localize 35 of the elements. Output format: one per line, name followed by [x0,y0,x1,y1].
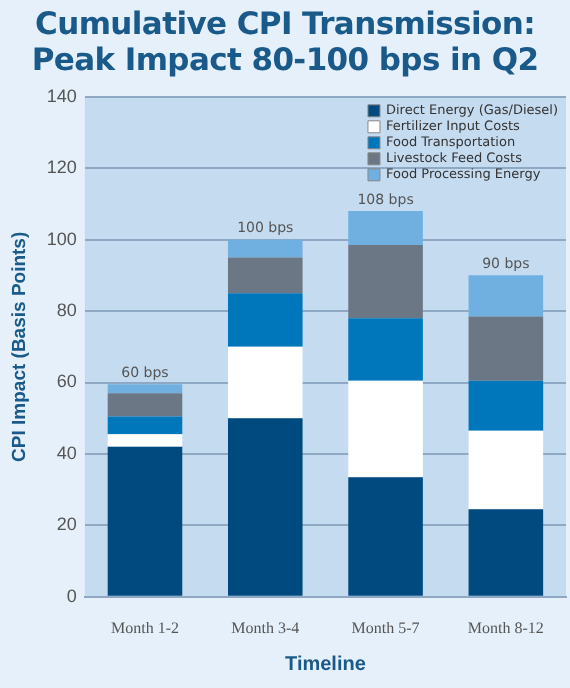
y-tick-label: 60 [56,371,77,392]
bar [348,245,423,319]
bar [227,293,303,347]
bar [348,477,423,596]
bar [227,346,303,419]
bar [107,416,183,435]
bar [348,380,423,478]
bar [227,239,303,258]
bar [107,393,183,417]
bar [348,211,423,246]
bar [227,418,303,596]
y-axis-title: CPI Impact (Basis Points) [8,231,31,462]
y-tick-label: 40 [56,442,77,463]
bar [468,380,544,431]
x-tick-label: Month 1-2 [110,618,179,637]
bar [468,316,544,381]
bar [468,430,544,510]
y-tick-label: 120 [46,157,77,178]
x-tick-label: Month 5-7 [351,618,420,637]
chart-title: Cumulative CPI Transmission: Peak Impact 80-100 bps in Q2 [29,6,541,78]
bar [468,275,544,317]
y-tick-label: 140 [46,85,77,106]
bar [107,384,183,394]
y-tick-label: 20 [56,514,77,535]
bar [107,434,183,447]
y-tick-label: 80 [56,300,77,321]
bar [107,446,183,596]
x-axis-title: Timeline [285,653,367,676]
y-tick-label: 100 [46,228,77,249]
bar [468,509,544,596]
y-tick-label: 0 [66,585,77,606]
bar [348,318,423,381]
bar [227,257,303,294]
x-tick-label: Month 8-12 [467,618,544,637]
x-tick-label: Month 3-4 [231,618,300,637]
